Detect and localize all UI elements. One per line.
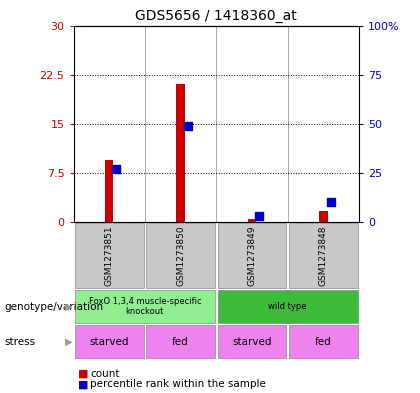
Text: stress: stress <box>4 337 35 347</box>
Text: fed: fed <box>315 337 332 347</box>
Text: GSM1273848: GSM1273848 <box>319 225 328 286</box>
Text: starved: starved <box>232 337 272 347</box>
Text: GSM1273849: GSM1273849 <box>247 225 257 286</box>
Text: percentile rank within the sample: percentile rank within the sample <box>90 379 266 389</box>
Text: starved: starved <box>89 337 129 347</box>
Text: ■: ■ <box>78 379 88 389</box>
Bar <box>319 211 328 222</box>
Bar <box>248 219 256 222</box>
Text: genotype/variation: genotype/variation <box>4 301 103 312</box>
Text: ▶: ▶ <box>65 301 72 312</box>
Bar <box>176 84 185 222</box>
Text: wild type: wild type <box>268 302 307 311</box>
Text: fed: fed <box>172 337 189 347</box>
Text: count: count <box>90 369 120 379</box>
Title: GDS5656 / 1418360_at: GDS5656 / 1418360_at <box>135 9 297 23</box>
Bar <box>105 160 113 222</box>
Text: ▶: ▶ <box>65 337 72 347</box>
Text: GSM1273851: GSM1273851 <box>105 225 114 286</box>
Text: GSM1273850: GSM1273850 <box>176 225 185 286</box>
Text: ■: ■ <box>78 369 88 379</box>
Text: FoxO 1,3,4 muscle-specific
knockout: FoxO 1,3,4 muscle-specific knockout <box>89 297 201 316</box>
